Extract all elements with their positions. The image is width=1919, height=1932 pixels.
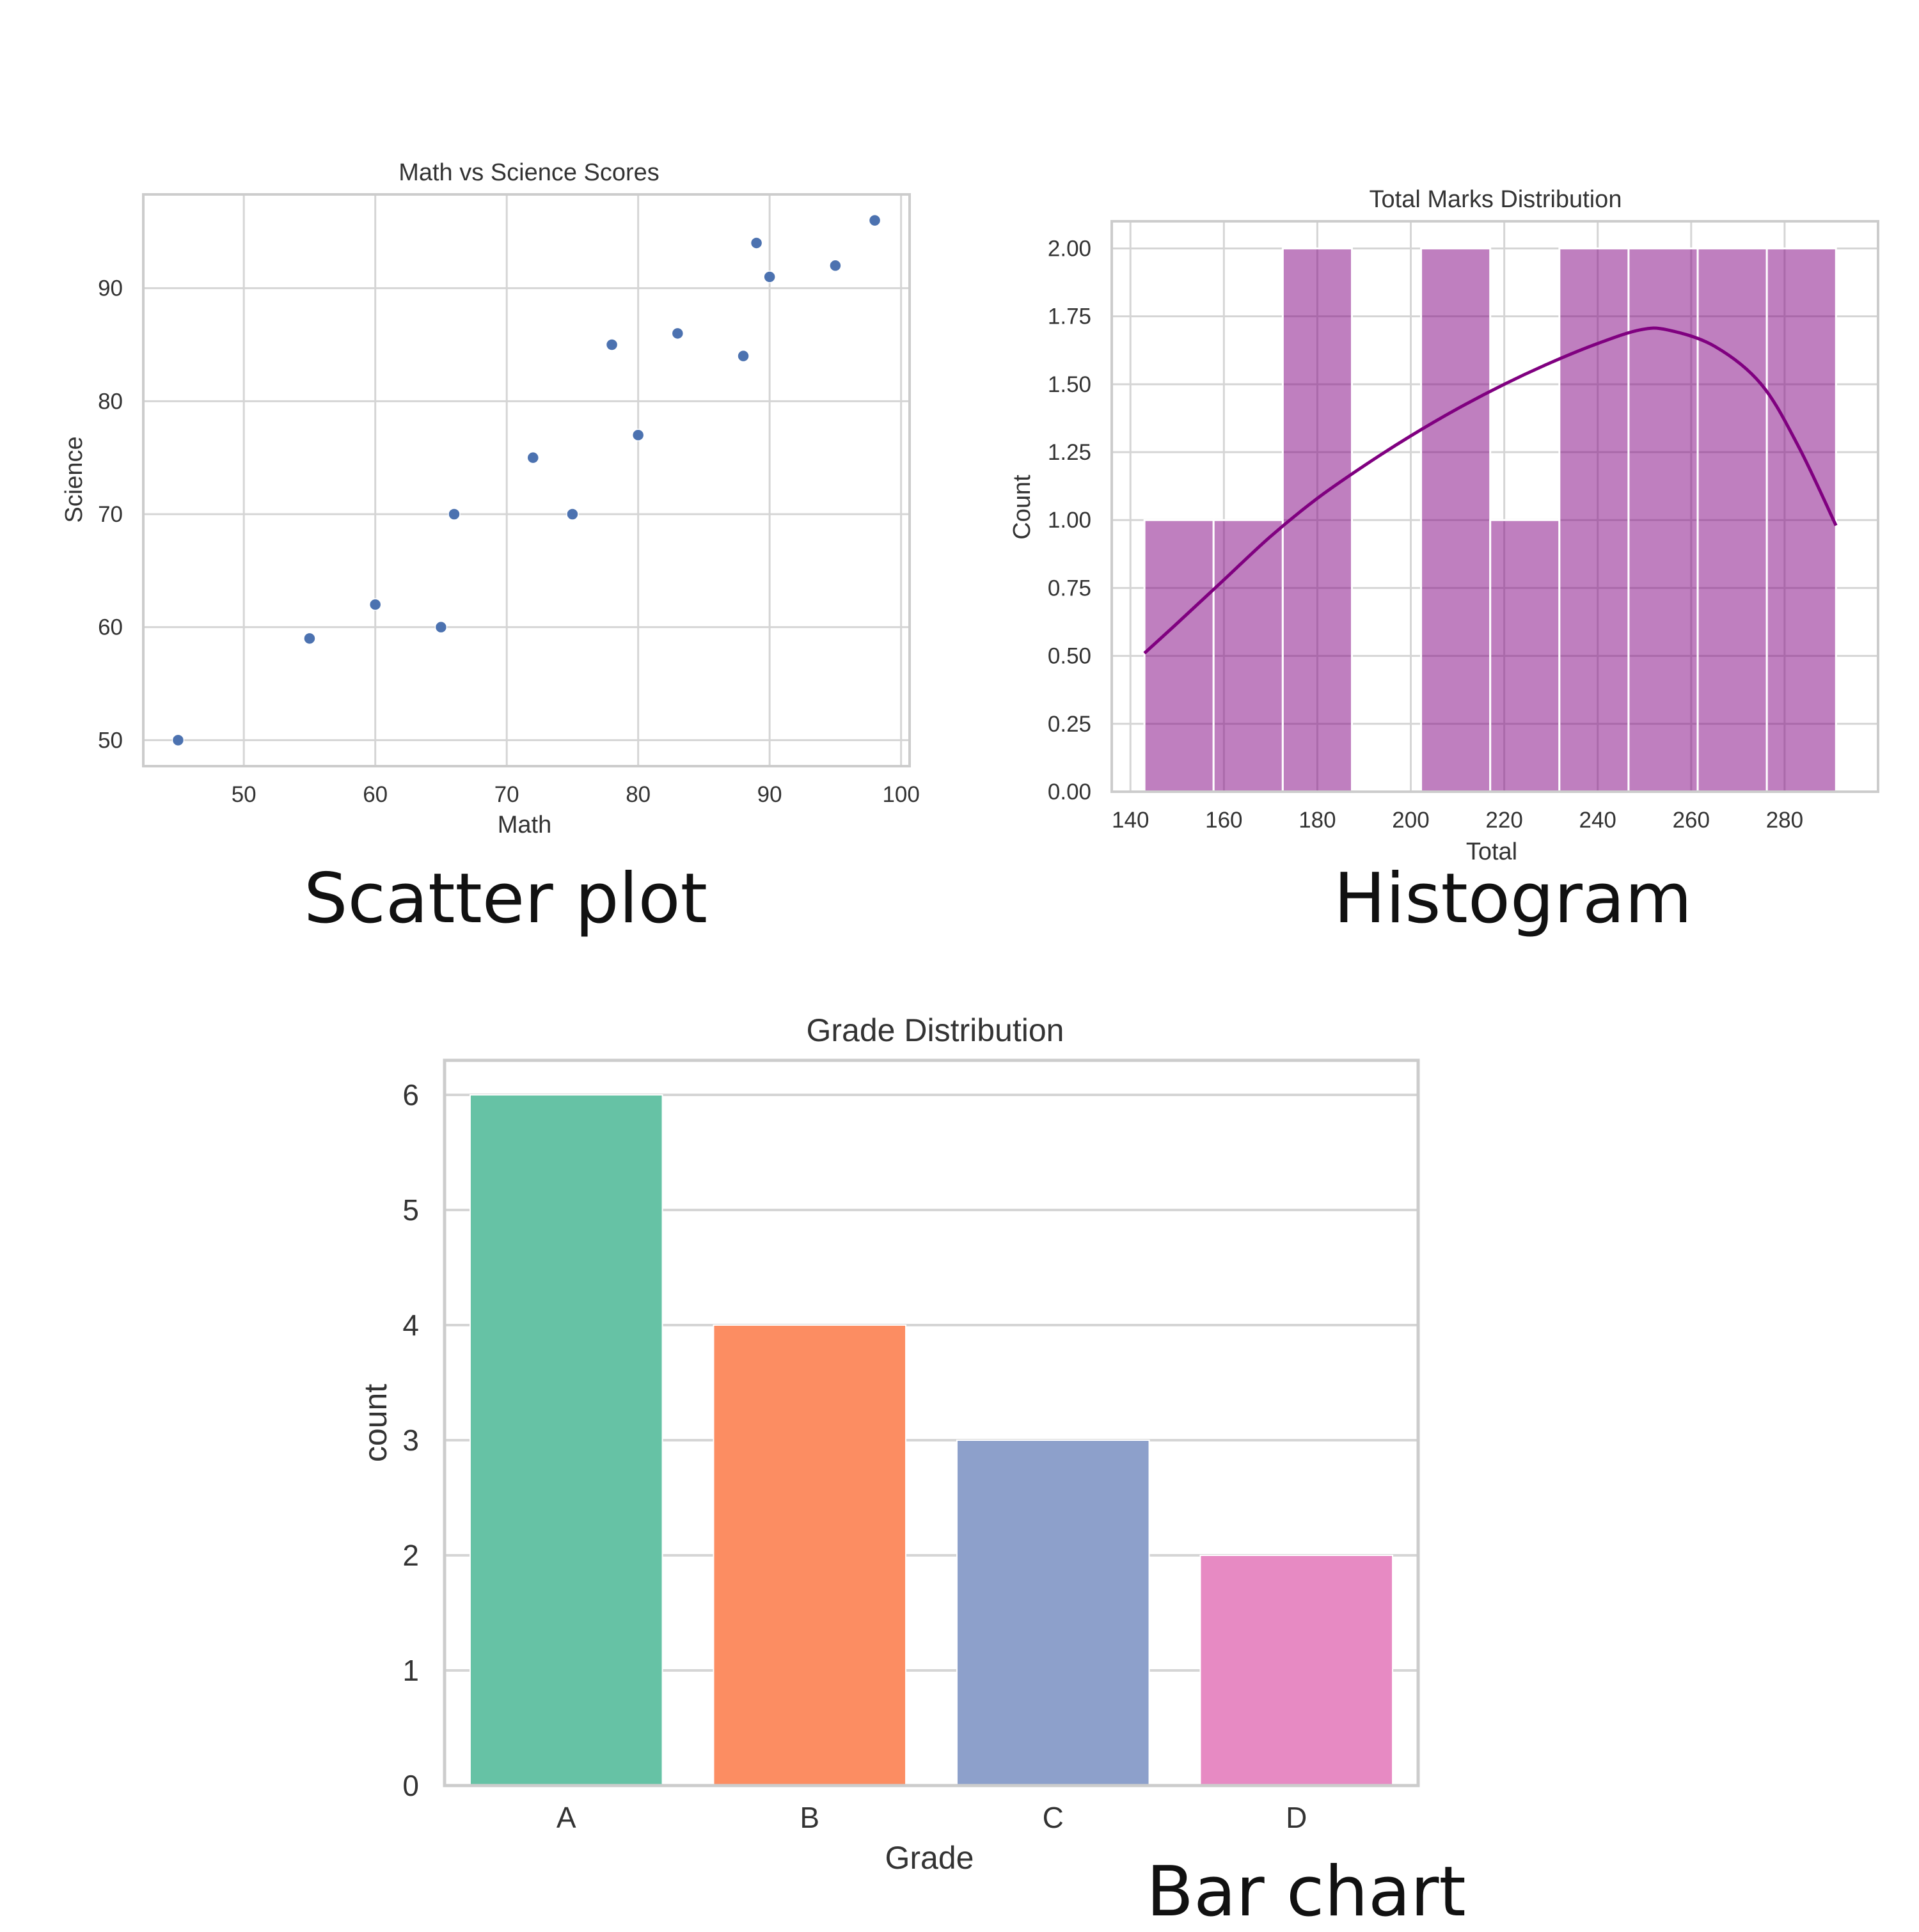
scatter-x-tick-label: 50 — [232, 782, 257, 807]
bar-caption: Bar chart — [1146, 1852, 1466, 1932]
histogram-y-tick-label: 1.75 — [1048, 304, 1091, 329]
scatter-y-tick-label: 50 — [98, 728, 123, 753]
bar-ylabel: count — [358, 1384, 393, 1462]
scatter-x-tick-label: 60 — [363, 782, 388, 807]
histogram-y-tick-label: 1.50 — [1048, 372, 1091, 397]
scatter-ylabel: Science — [61, 436, 88, 522]
scatter-caption: Scatter plot — [304, 859, 707, 939]
histogram-caption: Histogram — [1334, 859, 1693, 939]
histogram-bar — [1489, 519, 1561, 793]
histogram-chart: 140 160 180 200 220 240 260 280 0.00 0.25 0.50 0.75… — [1009, 186, 1879, 865]
histogram-xlabel: Total — [1466, 838, 1517, 865]
scatter-points — [171, 214, 881, 747]
scatter-point — [750, 237, 763, 249]
bar-a — [469, 1094, 663, 1786]
bar-xlabel: Grade — [885, 1840, 974, 1876]
bar-y-tick-label: 2 — [402, 1539, 419, 1572]
bar-chart: 0 1 2 3 4 5 6 A B C D Grade Distribution Grade cou… — [358, 1012, 1420, 1876]
bar-c — [956, 1440, 1150, 1786]
bar-x-tick-label: C — [1043, 1801, 1064, 1834]
histogram-x-tick-label: 240 — [1579, 808, 1616, 833]
scatter-point — [526, 451, 540, 464]
bar-y-tick-label: 3 — [402, 1424, 419, 1457]
scatter-point — [829, 259, 842, 272]
scatter-x-tick-label: 80 — [626, 782, 651, 807]
scatter-point — [868, 214, 881, 227]
scatter-point — [303, 632, 316, 645]
scatter-point — [368, 598, 382, 611]
histogram-frame — [1110, 220, 1879, 793]
scatter-y-tick-label: 70 — [98, 502, 123, 527]
histogram-bar — [1281, 247, 1353, 793]
bar-y-tick-label: 0 — [402, 1769, 419, 1802]
histogram-x-tick-label: 140 — [1112, 808, 1149, 833]
bar-b — [713, 1324, 907, 1786]
bar-x-tick-label: B — [800, 1801, 819, 1834]
histogram-bars — [1143, 247, 1837, 793]
scatter-y-tick-label: 80 — [98, 389, 123, 414]
histogram-x-tick-label: 160 — [1205, 808, 1242, 833]
scatter-x-tick-label: 70 — [494, 782, 519, 807]
bar-x-tick-label: D — [1286, 1801, 1307, 1834]
bar-x-tick-label: A — [557, 1801, 576, 1834]
histogram-bar — [1143, 519, 1215, 793]
scatter-point — [448, 508, 461, 521]
scatter-chart: 50 60 70 80 90 100 50 60 70 80 90 Math vs Science … — [61, 159, 920, 838]
scatter-point — [434, 620, 448, 634]
scatter-x-tick-label: 100 — [882, 782, 919, 807]
histogram-ticks: 140 160 180 200 220 240 260 280 0.00 0.25 0.50 0.75… — [1048, 236, 1803, 833]
scatter-xlabel: Math — [498, 812, 551, 838]
scatter-point — [763, 271, 776, 283]
histogram-x-tick-label: 180 — [1299, 808, 1336, 833]
scatter-x-tick-label: 90 — [757, 782, 782, 807]
scatter-title: Math vs Science Scores — [399, 159, 659, 186]
histogram-y-tick-label: 0.50 — [1048, 644, 1091, 669]
bar-y-tick-label: 1 — [402, 1654, 419, 1687]
scatter-grid — [143, 194, 910, 766]
scatter-point — [631, 428, 645, 442]
scatter-y-tick-label: 90 — [98, 276, 123, 301]
histogram-bar — [1765, 247, 1837, 793]
histogram-bar — [1420, 247, 1492, 793]
histogram-ylabel: Count — [1009, 475, 1036, 540]
histogram-y-tick-label: 1.25 — [1048, 440, 1091, 465]
histogram-x-tick-label: 200 — [1392, 808, 1429, 833]
scatter-point — [605, 338, 619, 351]
histogram-kde-line — [1143, 326, 1838, 655]
histogram-title: Total Marks Distribution — [1370, 186, 1622, 213]
scatter-point — [171, 734, 185, 747]
histogram-bar — [1212, 519, 1284, 793]
histogram-y-tick-label: 2.00 — [1048, 236, 1091, 261]
histogram-bar — [1627, 247, 1699, 793]
bar-frame — [443, 1058, 1420, 1787]
bar-bars — [469, 1094, 1394, 1786]
bar-y-tick-label: 4 — [402, 1308, 419, 1342]
histogram-bar — [1696, 247, 1768, 793]
scatter-ticks: 50 60 70 80 90 100 50 60 70 80 90 — [98, 276, 920, 807]
histogram-bar — [1558, 247, 1630, 793]
bar-title: Grade Distribution — [807, 1012, 1064, 1048]
bar-d — [1199, 1555, 1394, 1786]
bar-ticks: 0 1 2 3 4 5 6 A B C D — [402, 1078, 1307, 1834]
histogram-y-tick-label: 0.00 — [1048, 780, 1091, 805]
bar-y-tick-label: 6 — [402, 1078, 419, 1111]
histogram-x-tick-label: 280 — [1766, 808, 1803, 833]
scatter-point — [671, 327, 684, 340]
histogram-y-tick-label: 1.00 — [1048, 508, 1091, 533]
histogram-x-tick-label: 220 — [1485, 808, 1522, 833]
scatter-frame — [142, 193, 911, 767]
histogram-x-tick-label: 260 — [1673, 808, 1710, 833]
scatter-point — [566, 508, 579, 521]
scatter-y-tick-label: 60 — [98, 615, 123, 640]
histogram-y-tick-label: 0.25 — [1048, 712, 1091, 737]
histogram-y-tick-label: 0.75 — [1048, 576, 1091, 601]
scatter-point — [737, 349, 750, 363]
bar-y-tick-label: 5 — [402, 1193, 419, 1227]
